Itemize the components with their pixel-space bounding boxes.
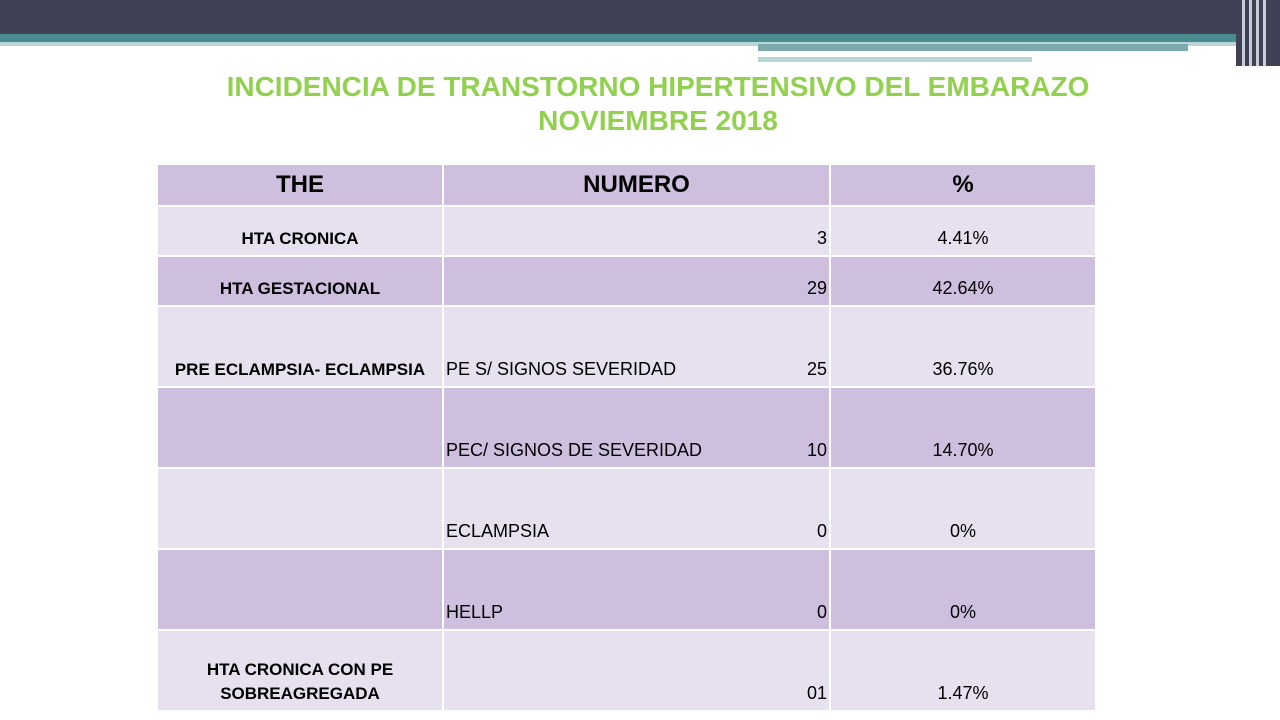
row-percent: 42.64%	[829, 255, 1097, 307]
row-number-cell: ECLAMPSIA 0	[442, 467, 831, 550]
row-label	[156, 548, 444, 631]
row-number-cell: 01	[442, 629, 831, 712]
table-row: HTA CRONICA CON PE SOBREAGREGADA 01 1.47…	[156, 629, 1097, 712]
table-header-row: THE NUMERO %	[156, 163, 1097, 207]
slide-decor-line-white	[758, 51, 1188, 53]
row-percent: 0%	[829, 548, 1097, 631]
row-number-cell: 29	[442, 255, 831, 307]
row-value: 29	[806, 278, 827, 298]
row-percent: 0%	[829, 467, 1097, 550]
slide-teal-band	[0, 34, 1240, 42]
row-number-cell: PE S/ SIGNOS SEVERIDAD 25	[442, 305, 831, 388]
header-the: THE	[156, 163, 444, 207]
title-line-2: NOVIEMBRE 2018	[538, 105, 778, 136]
row-value: 0	[816, 521, 827, 541]
title-line-1: INCIDENCIA DE TRANSTORNO HIPERTENSIVO DE…	[226, 71, 1090, 102]
row-percent: 14.70%	[829, 386, 1097, 469]
slide-title: INCIDENCIA DE TRANSTORNO HIPERTENSIVO DE…	[0, 70, 1280, 138]
table-row: HTA CRONICA 3 4.41%	[156, 205, 1097, 257]
row-number-cell: 3	[442, 205, 831, 257]
row-value: 10	[806, 440, 827, 460]
row-label: PRE ECLAMPSIA- ECLAMPSIA	[156, 305, 444, 388]
row-value: 25	[806, 359, 827, 379]
row-subtype: PE S/ SIGNOS SEVERIDAD	[446, 359, 677, 379]
incidence-table: THE NUMERO % HTA CRONICA 3 4.41% HTA GES…	[156, 163, 1097, 712]
row-subtype: PEC/ SIGNOS DE SEVERIDAD	[446, 440, 703, 460]
row-subtype: HELLP	[446, 602, 504, 622]
row-label: HTA CRONICA CON PE SOBREAGREGADA	[156, 629, 444, 712]
slide-teal-band-light	[0, 42, 1240, 46]
row-value: 3	[816, 228, 827, 248]
row-label: HTA GESTACIONAL	[156, 255, 444, 307]
row-subtype: ECLAMPSIA	[446, 521, 550, 541]
row-label	[156, 467, 444, 550]
slide-decor-line-short	[758, 57, 1032, 62]
table-row: PEC/ SIGNOS DE SEVERIDAD 10 14.70%	[156, 386, 1097, 469]
header-numero: NUMERO	[442, 163, 831, 207]
row-value: 01	[806, 683, 827, 703]
row-percent: 1.47%	[829, 629, 1097, 712]
slide-top-bar	[0, 0, 1280, 34]
row-label: HTA CRONICA	[156, 205, 444, 257]
table-row: HELLP 0 0%	[156, 548, 1097, 631]
row-number-cell: HELLP 0	[442, 548, 831, 631]
table-row: ECLAMPSIA 0 0%	[156, 467, 1097, 550]
row-label	[156, 386, 444, 469]
table-row: PRE ECLAMPSIA- ECLAMPSIA PE S/ SIGNOS SE…	[156, 305, 1097, 388]
row-percent: 36.76%	[829, 305, 1097, 388]
row-percent: 4.41%	[829, 205, 1097, 257]
table-row: HTA GESTACIONAL 29 42.64%	[156, 255, 1097, 307]
slide-corner-decor	[1236, 0, 1280, 66]
row-value: 0	[816, 602, 827, 622]
header-percent: %	[829, 163, 1097, 207]
row-number-cell: PEC/ SIGNOS DE SEVERIDAD 10	[442, 386, 831, 469]
slide-decor-line	[758, 44, 1188, 51]
